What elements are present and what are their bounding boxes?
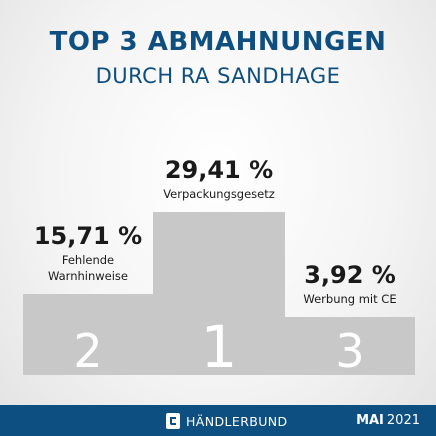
value-label: 3,92 % bbox=[304, 261, 396, 289]
podium-rank-1: 1 bbox=[201, 313, 238, 381]
footer-bar: HÄNDLERBUND MAI 2021 bbox=[0, 405, 436, 436]
category-label: Werbung mit CE bbox=[303, 292, 396, 306]
value-label: 29,41 % bbox=[165, 156, 273, 184]
page-subtitle: DURCH RA SANDHAGE bbox=[95, 64, 341, 88]
podium-bar-2 bbox=[23, 294, 153, 375]
category-label: Verpackungsgesetz bbox=[163, 187, 275, 201]
podium-rank-3: 3 bbox=[335, 324, 364, 378]
issue-year: 2021 bbox=[386, 413, 420, 428]
haendlerbund-logo-icon bbox=[166, 413, 180, 429]
podium-bar-3 bbox=[285, 317, 415, 375]
issue-date: MAI 2021 bbox=[356, 413, 420, 428]
value-label: 15,71 % bbox=[34, 222, 142, 250]
issue-month: MAI bbox=[356, 413, 384, 428]
podium-chart: 2 Fehlende Warnhinweise 15,71 % 1 Verpackungs… bbox=[23, 156, 415, 381]
brand: HÄNDLERBUND bbox=[166, 412, 288, 430]
category-label: Warnhinweise bbox=[48, 269, 128, 283]
brand-name: HÄNDLERBUND bbox=[186, 413, 288, 429]
page-title: TOP 3 ABMAHNUNGEN bbox=[49, 27, 387, 57]
category-label: Fehlende bbox=[62, 253, 114, 267]
podium-bar-1 bbox=[153, 212, 285, 375]
podium-rank-2: 2 bbox=[73, 324, 102, 378]
